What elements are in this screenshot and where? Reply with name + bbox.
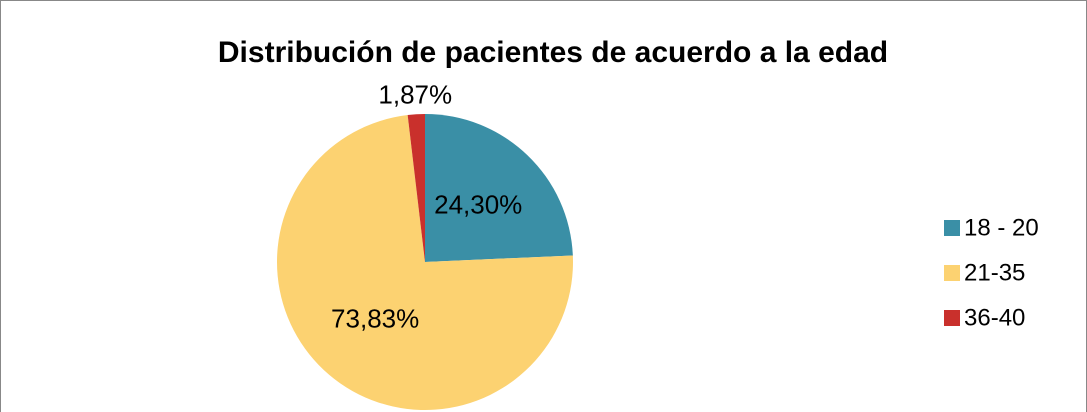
pie-slice (277, 115, 573, 410)
legend-label: 36-40 (964, 304, 1025, 331)
data-label: 24,30% (434, 189, 522, 219)
legend-label: 18 - 20 (964, 214, 1039, 241)
data-label: 1,87% (378, 79, 452, 109)
pie-slice (425, 114, 573, 262)
legend-swatch (944, 310, 960, 326)
chart-title: Distribución de pacientes de acuerdo a l… (218, 36, 888, 69)
legend-label: 21-35 (964, 259, 1025, 286)
pie-slice (407, 114, 425, 262)
data-label: 73,83% (331, 304, 419, 334)
legend-swatch (944, 220, 960, 236)
legend-swatch (944, 265, 960, 281)
